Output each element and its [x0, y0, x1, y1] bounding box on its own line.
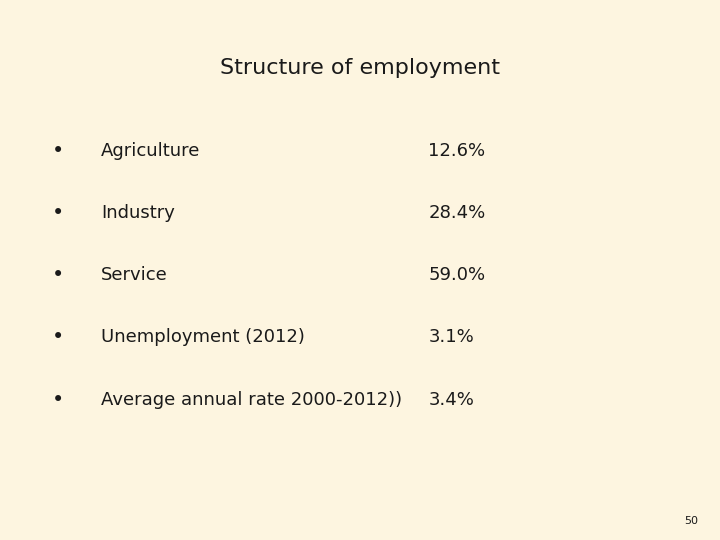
Text: •: •: [51, 203, 64, 224]
Text: 28.4%: 28.4%: [428, 204, 486, 222]
Text: Structure of employment: Structure of employment: [220, 57, 500, 78]
Text: 3.4%: 3.4%: [428, 390, 474, 409]
Text: 3.1%: 3.1%: [428, 328, 474, 347]
Text: •: •: [51, 327, 64, 348]
Text: •: •: [51, 389, 64, 410]
Text: 50: 50: [685, 516, 698, 526]
Text: Service: Service: [101, 266, 168, 285]
Text: Unemployment (2012): Unemployment (2012): [101, 328, 305, 347]
Text: •: •: [51, 265, 64, 286]
Text: 12.6%: 12.6%: [428, 142, 485, 160]
Text: Agriculture: Agriculture: [101, 142, 200, 160]
Text: Average annual rate 2000-2012)): Average annual rate 2000-2012)): [101, 390, 402, 409]
Text: 59.0%: 59.0%: [428, 266, 485, 285]
Text: Industry: Industry: [101, 204, 175, 222]
Text: •: •: [51, 141, 64, 161]
